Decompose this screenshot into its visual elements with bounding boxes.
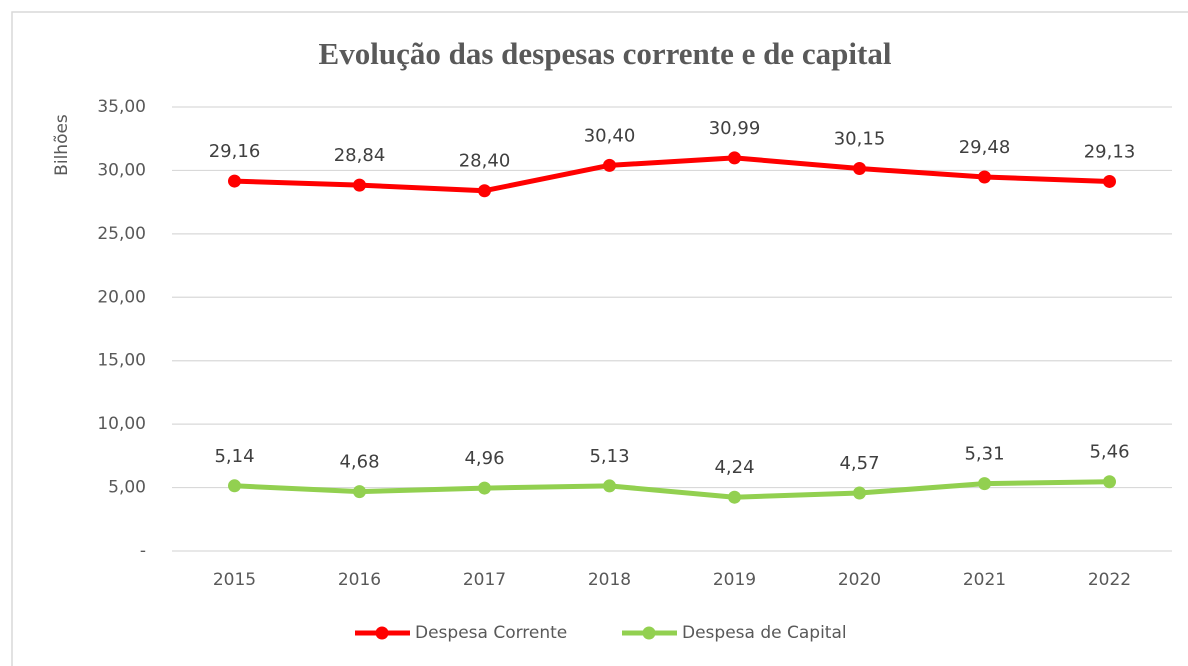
series-line <box>232 155 1112 194</box>
point <box>228 479 241 493</box>
data-label: 5,13 <box>589 446 629 467</box>
point <box>478 184 491 198</box>
y-tick-label: 5,00 <box>108 478 146 498</box>
data-label: 5,14 <box>214 446 254 467</box>
point <box>1103 174 1116 188</box>
data-label: 4,96 <box>464 448 504 469</box>
y-tick-label: 10,00 <box>97 414 146 434</box>
y-tick-label: 20,00 <box>97 287 146 307</box>
point <box>1103 475 1116 489</box>
y-tick-label: - <box>140 541 146 561</box>
data-label: 29,16 <box>209 141 261 162</box>
x-tick-label: 2016 <box>338 570 381 590</box>
point <box>728 151 741 165</box>
x-tick-label: 2018 <box>588 570 631 590</box>
data-label: 5,31 <box>964 444 1004 465</box>
y-tick-label: 15,00 <box>97 351 146 371</box>
data-label: 4,68 <box>339 452 379 473</box>
data-label: 4,24 <box>714 457 754 478</box>
point <box>978 170 991 184</box>
x-tick-label: 2020 <box>838 570 881 590</box>
point <box>978 477 991 491</box>
point <box>603 158 616 172</box>
data-label: 4,57 <box>839 453 879 474</box>
y-axis-label: Bilhões <box>52 114 72 176</box>
point <box>728 490 741 504</box>
data-label: 30,15 <box>834 129 886 150</box>
y-tick-label: 35,00 <box>97 97 146 117</box>
data-label: 29,13 <box>1084 141 1136 162</box>
series-line <box>232 479 1112 500</box>
x-tick-label: 2017 <box>463 570 506 590</box>
point <box>478 481 491 495</box>
y-tick-label: 25,00 <box>97 224 146 244</box>
point <box>353 485 366 499</box>
point <box>853 486 866 500</box>
data-label: 30,40 <box>584 125 636 146</box>
x-tick-label: 2022 <box>1088 570 1131 590</box>
data-label: 28,84 <box>334 145 386 166</box>
legend-label: Despesa Corrente <box>415 623 567 643</box>
point <box>603 479 616 493</box>
legend-marker <box>375 626 389 640</box>
x-tick-label: 2019 <box>713 570 756 590</box>
legend-marker <box>642 626 656 640</box>
point <box>228 174 241 188</box>
legend-label: Despesa de Capital <box>682 623 847 643</box>
chart-frame <box>11 11 1188 666</box>
data-label: 28,40 <box>459 151 511 172</box>
chart-title: Evolução das despesas corrente e de capi… <box>319 36 892 71</box>
data-label: 5,46 <box>1089 442 1129 463</box>
data-label: 29,48 <box>959 137 1011 158</box>
x-tick-label: 2021 <box>963 570 1006 590</box>
y-tick-label: 30,00 <box>97 160 146 180</box>
point <box>853 162 866 176</box>
data-label: 30,99 <box>709 118 761 139</box>
point <box>353 178 366 192</box>
x-tick-label: 2015 <box>213 570 256 590</box>
